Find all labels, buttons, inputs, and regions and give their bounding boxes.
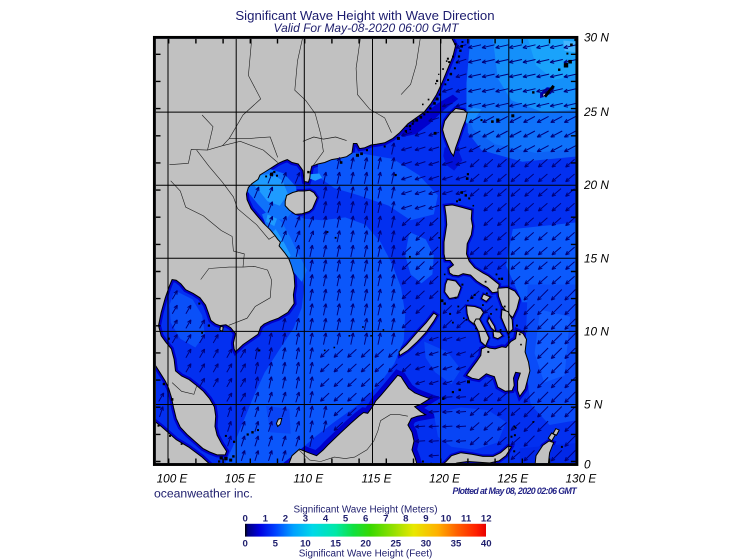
svg-text:0: 0 [243, 539, 248, 550]
svg-text:10 N: 10 N [584, 324, 609, 338]
svg-text:Significant Wave Height (Meter: Significant Wave Height (Meters) [294, 505, 438, 516]
svg-text:7: 7 [383, 514, 388, 525]
svg-text:20 N: 20 N [583, 178, 609, 192]
svg-text:4: 4 [323, 514, 329, 525]
svg-text:1: 1 [263, 514, 269, 525]
svg-text:11: 11 [461, 514, 472, 525]
svg-text:115 E: 115 E [362, 472, 392, 486]
svg-text:35: 35 [451, 539, 462, 550]
svg-text:9: 9 [423, 514, 428, 525]
svg-text:10: 10 [441, 514, 452, 525]
svg-text:15: 15 [330, 539, 341, 550]
svg-text:125 E: 125 E [497, 472, 528, 486]
svg-text:40: 40 [481, 539, 492, 550]
svg-text:5 N: 5 N [584, 398, 603, 412]
svg-text:12: 12 [481, 514, 492, 525]
svg-text:0: 0 [584, 458, 591, 472]
svg-text:30: 30 [421, 539, 432, 550]
svg-text:oceanweather inc.: oceanweather inc. [154, 487, 253, 501]
svg-text:3: 3 [303, 514, 308, 525]
svg-text:25: 25 [390, 539, 401, 550]
svg-text:5: 5 [343, 514, 349, 525]
svg-text:Valid For May-08-2020 06:00 GM: Valid For May-08-2020 06:00 GMT [274, 21, 461, 35]
svg-text:130 E: 130 E [565, 472, 596, 486]
svg-text:15 N: 15 N [584, 251, 609, 265]
svg-text:2: 2 [283, 514, 288, 525]
svg-text:0: 0 [243, 514, 248, 525]
svg-text:30 N: 30 N [584, 31, 609, 45]
svg-text:10: 10 [300, 539, 311, 550]
svg-text:105 E: 105 E [225, 472, 256, 486]
svg-text:120 E: 120 E [429, 472, 460, 486]
svg-text:20: 20 [360, 539, 371, 550]
svg-text:Significant Wave Height (Feet): Significant Wave Height (Feet) [299, 549, 433, 560]
svg-text:6: 6 [363, 514, 368, 525]
svg-text:110 E: 110 E [293, 472, 323, 486]
svg-text:Plotted at May 08, 2020 02:06: Plotted at May 08, 2020 02:06 GMT [453, 486, 578, 496]
svg-text:25 N: 25 N [583, 105, 609, 119]
svg-text:8: 8 [403, 514, 409, 525]
svg-text:5: 5 [273, 539, 279, 550]
svg-text:Significant Wave Height with W: Significant Wave Height with Wave Direct… [235, 8, 494, 23]
svg-text:100 E: 100 E [157, 472, 188, 486]
